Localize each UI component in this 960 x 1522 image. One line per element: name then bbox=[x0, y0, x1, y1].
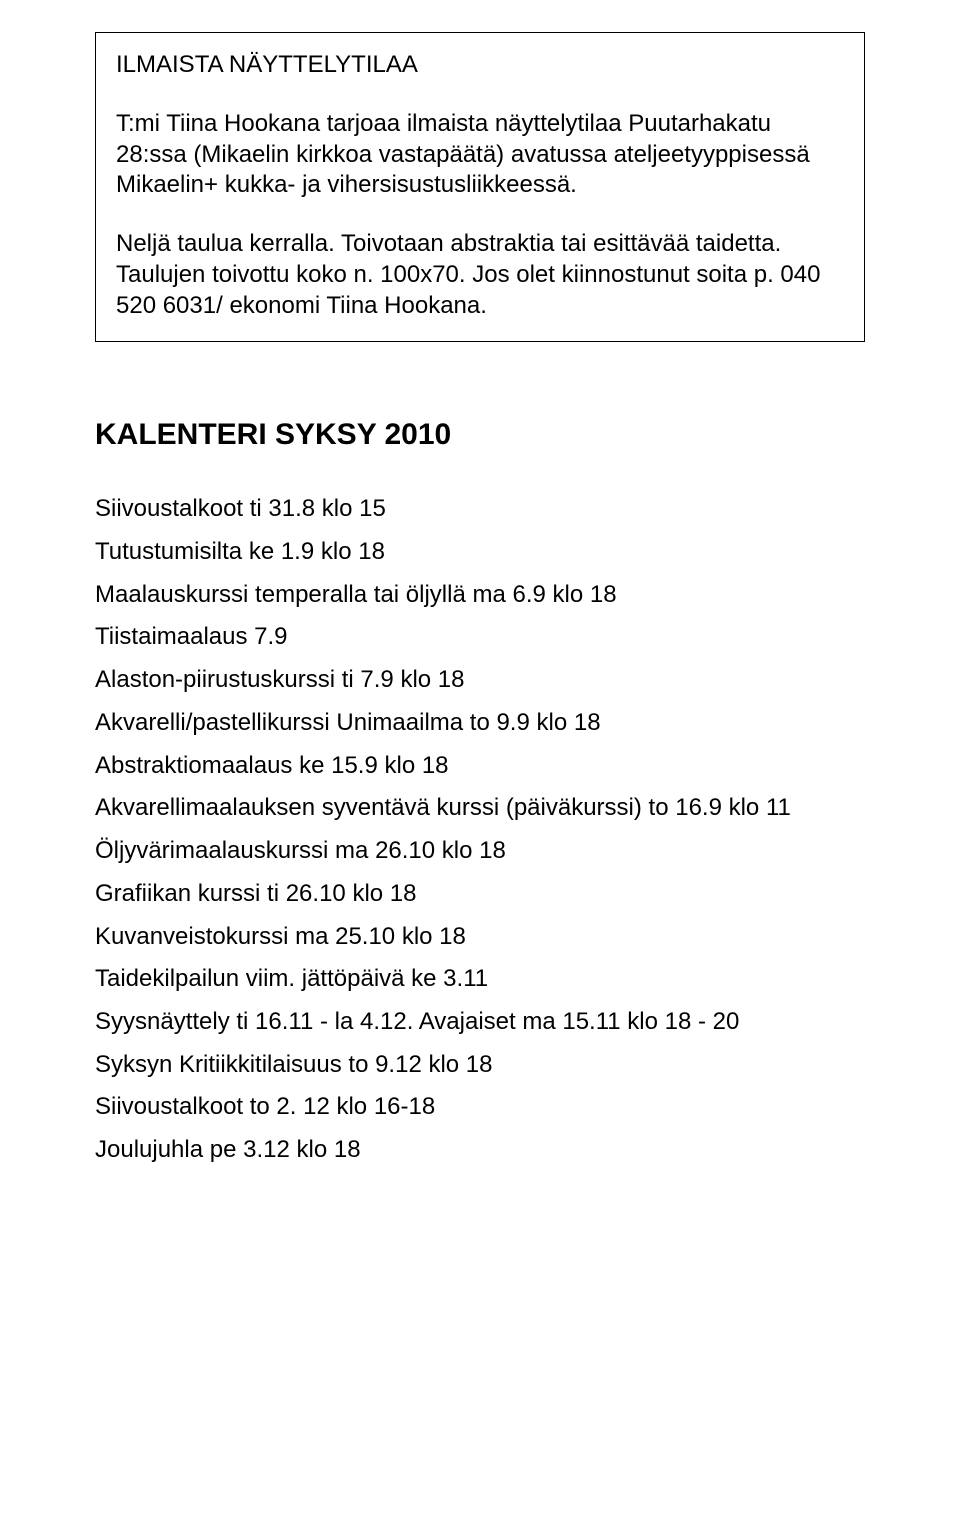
calendar-item: Maalauskurssi temperalla tai öljyllä ma … bbox=[95, 574, 880, 617]
calendar-item: Grafiikan kurssi ti 26.10 klo 18 bbox=[95, 873, 880, 916]
document-page: ILMAISTA NÄYTTELYTILAA T:mi Tiina Hookan… bbox=[0, 0, 960, 1522]
calendar-item: Syksyn Kritiikkitilaisuus to 9.12 klo 18 bbox=[95, 1044, 880, 1087]
notice-box: ILMAISTA NÄYTTELYTILAA T:mi Tiina Hookan… bbox=[95, 32, 865, 342]
notice-title: ILMAISTA NÄYTTELYTILAA bbox=[116, 51, 844, 79]
calendar-item: Siivoustalkoot ti 31.8 klo 15 bbox=[95, 488, 880, 531]
calendar-item: Tutustumisilta ke 1.9 klo 18 bbox=[95, 531, 880, 574]
calendar-item: Kuvanveistokurssi ma 25.10 klo 18 bbox=[95, 916, 880, 959]
calendar-item: Akvarelli/pastellikurssi Unimaailma to 9… bbox=[95, 702, 880, 745]
notice-paragraph-2: Neljä taulua kerralla. Toivotaan abstrak… bbox=[116, 229, 844, 321]
calendar-list: Siivoustalkoot ti 31.8 klo 15 Tutustumis… bbox=[95, 488, 880, 1172]
calendar-heading: KALENTERI SYKSY 2010 bbox=[95, 418, 880, 452]
calendar-item: Tiistaimaalaus 7.9 bbox=[95, 616, 880, 659]
calendar-item: Alaston-piirustuskurssi ti 7.9 klo 18 bbox=[95, 659, 880, 702]
calendar-item: Akvarellimaalauksen syventävä kurssi (pä… bbox=[95, 787, 880, 830]
notice-paragraph-1: T:mi Tiina Hookana tarjoaa ilmaista näyt… bbox=[116, 109, 844, 201]
calendar-item: Abstraktiomaalaus ke 15.9 klo 18 bbox=[95, 745, 880, 788]
calendar-item: Siivoustalkoot to 2. 12 klo 16-18 bbox=[95, 1086, 880, 1129]
calendar-item: Joulujuhla pe 3.12 klo 18 bbox=[95, 1129, 880, 1172]
calendar-item: Öljyvärimaalauskurssi ma 26.10 klo 18 bbox=[95, 830, 880, 873]
calendar-item: Syysnäyttely ti 16.11 - la 4.12. Avajais… bbox=[95, 1001, 880, 1044]
calendar-item: Taidekilpailun viim. jättöpäivä ke 3.11 bbox=[95, 958, 880, 1001]
